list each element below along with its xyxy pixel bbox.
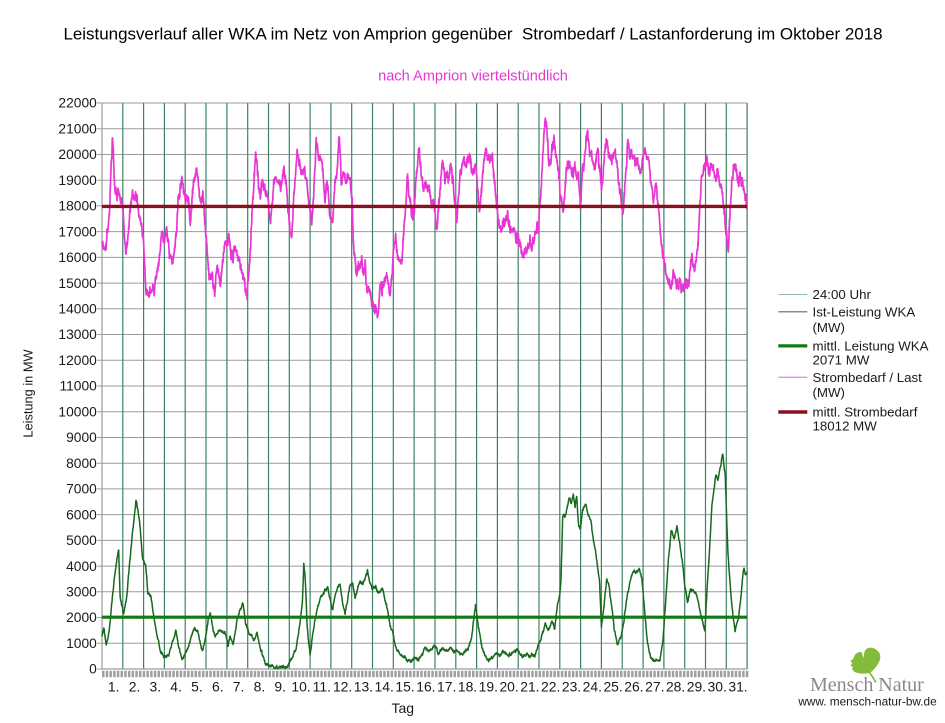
- svg-text:19.: 19.: [479, 678, 498, 694]
- svg-text:7.: 7.: [233, 678, 245, 694]
- svg-text:Mensch: Mensch: [810, 674, 873, 696]
- svg-text:3.: 3.: [150, 678, 162, 694]
- svg-text:4000: 4000: [66, 559, 97, 574]
- svg-text:(MW): (MW): [813, 385, 845, 400]
- svg-text:14000: 14000: [58, 302, 97, 317]
- svg-text:2000: 2000: [66, 610, 97, 625]
- svg-text:16000: 16000: [58, 250, 97, 265]
- svg-text:10000: 10000: [58, 404, 97, 419]
- svg-text:Strombedarf / Last: Strombedarf / Last: [813, 370, 923, 385]
- svg-text:12.: 12.: [333, 678, 352, 694]
- svg-text:9.: 9.: [274, 678, 286, 694]
- svg-text:20000: 20000: [58, 147, 97, 162]
- svg-text:6000: 6000: [66, 507, 97, 522]
- svg-text:1000: 1000: [66, 636, 97, 651]
- svg-text:11000: 11000: [59, 379, 97, 394]
- svg-text:12000: 12000: [58, 353, 97, 368]
- svg-text:Ist-Leistung WKA: Ist-Leistung WKA: [813, 304, 916, 319]
- svg-text:mittl. Strombedarf: mittl. Strombedarf: [813, 405, 918, 420]
- svg-text:30.: 30.: [708, 678, 727, 694]
- svg-text:7000: 7000: [66, 482, 97, 497]
- svg-text:8.: 8.: [254, 678, 266, 694]
- svg-text:nach Amprion viertelstündlich: nach Amprion viertelstündlich: [378, 69, 568, 85]
- svg-text:8000: 8000: [66, 456, 97, 471]
- svg-text:13000: 13000: [58, 327, 97, 342]
- svg-text:(MW): (MW): [813, 320, 845, 335]
- svg-text:9000: 9000: [66, 430, 97, 445]
- svg-text:18.: 18.: [458, 678, 477, 694]
- svg-text:2071 MW: 2071 MW: [813, 352, 870, 367]
- svg-text:13.: 13.: [354, 678, 373, 694]
- svg-text:17.: 17.: [437, 678, 456, 694]
- svg-text:3000: 3000: [66, 585, 97, 600]
- svg-text:29.: 29.: [687, 678, 706, 694]
- svg-text:2.: 2.: [129, 678, 141, 694]
- svg-text:18000: 18000: [58, 199, 97, 214]
- svg-text:11.: 11.: [313, 678, 331, 694]
- svg-text:21.: 21.: [520, 678, 539, 694]
- svg-text:5.: 5.: [191, 678, 203, 694]
- svg-text:www. mensch-natur-bw.de: www. mensch-natur-bw.de: [797, 695, 937, 709]
- svg-text:23.: 23.: [562, 678, 581, 694]
- svg-text:4.: 4.: [170, 678, 182, 694]
- svg-text:5000: 5000: [66, 533, 97, 548]
- svg-text:20.: 20.: [499, 678, 518, 694]
- svg-text:Leistungsverlauf aller WKA im: Leistungsverlauf aller WKA im Netz von A…: [63, 25, 882, 44]
- svg-text:17000: 17000: [58, 224, 97, 239]
- svg-text:28.: 28.: [666, 678, 685, 694]
- svg-text:26.: 26.: [624, 678, 643, 694]
- svg-text:22000: 22000: [58, 96, 97, 111]
- svg-text:Leistung in MW: Leistung in MW: [21, 348, 36, 437]
- svg-text:Tag: Tag: [392, 700, 415, 716]
- svg-text:1.: 1.: [108, 678, 120, 694]
- svg-text:21000: 21000: [58, 121, 97, 136]
- svg-text:18012 MW: 18012 MW: [813, 419, 878, 434]
- svg-text:24:00 Uhr: 24:00 Uhr: [813, 287, 872, 302]
- svg-text:mittl. Leistung WKA: mittl. Leistung WKA: [813, 339, 929, 354]
- svg-text:19000: 19000: [58, 173, 97, 188]
- svg-text:25.: 25.: [603, 678, 622, 694]
- svg-text:15000: 15000: [58, 276, 97, 291]
- svg-text:15.: 15.: [395, 678, 414, 694]
- svg-text:16.: 16.: [416, 678, 435, 694]
- svg-text:6.: 6.: [212, 678, 224, 694]
- svg-text:24.: 24.: [583, 678, 602, 694]
- svg-text:31.: 31.: [728, 678, 747, 694]
- svg-text:22.: 22.: [541, 678, 560, 694]
- svg-text:Natur: Natur: [878, 674, 924, 696]
- svg-text:27.: 27.: [645, 678, 664, 694]
- svg-text:0: 0: [89, 662, 97, 677]
- svg-text:14.: 14.: [375, 678, 394, 694]
- svg-text:10.: 10.: [291, 678, 310, 694]
